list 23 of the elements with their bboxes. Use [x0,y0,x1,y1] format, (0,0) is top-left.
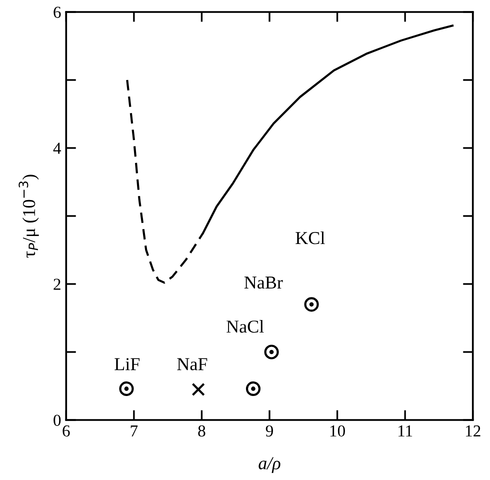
x-tick-label: 6 [62,425,70,437]
annotation: LiF [114,358,140,370]
point [246,381,261,396]
y-axis-title: τ$_{P}$/μ (10$^{−3}$) [18,174,39,258]
x-tick-label: 8 [198,425,206,437]
x-tick-label: 12 [466,425,480,436]
x-tick-label: 7 [130,426,138,436]
x-tick-label: 10 [330,425,345,437]
point [304,297,319,312]
x-axis-title: a/ρ [258,457,280,474]
x-tick-label: 11 [398,425,412,436]
annotation: NaBr [244,276,283,289]
y-tick-label: 0 [54,414,61,426]
y-tick-label: 2 [54,278,60,290]
point [264,344,279,360]
y-tick-label: 6 [54,6,61,18]
annotation: KCl [296,231,325,244]
annotation: NaCl [226,320,264,333]
point [192,382,205,396]
x-tick-label: 9 [266,425,273,437]
annotation: NaF [177,358,208,370]
point [119,381,134,396]
y-tick-label: 4 [53,142,62,154]
